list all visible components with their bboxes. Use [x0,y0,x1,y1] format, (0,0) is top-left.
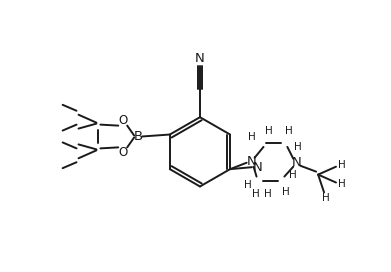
Text: N: N [195,52,205,65]
Text: H: H [285,126,293,136]
Text: H: H [322,193,330,203]
Text: H: H [338,160,346,170]
Text: O: O [118,146,128,159]
Text: N: N [247,155,256,168]
Text: H: H [264,189,271,199]
Text: H: H [338,180,346,190]
Text: N: N [253,161,263,174]
Text: H: H [282,187,290,197]
Text: H: H [294,142,302,152]
Text: N: N [291,156,301,169]
Text: H: H [289,170,297,180]
Text: H: H [265,126,273,136]
Text: H: H [252,189,260,199]
Text: H: H [248,132,255,142]
Text: B: B [134,130,143,143]
Text: O: O [118,114,128,127]
Text: H: H [244,181,251,190]
